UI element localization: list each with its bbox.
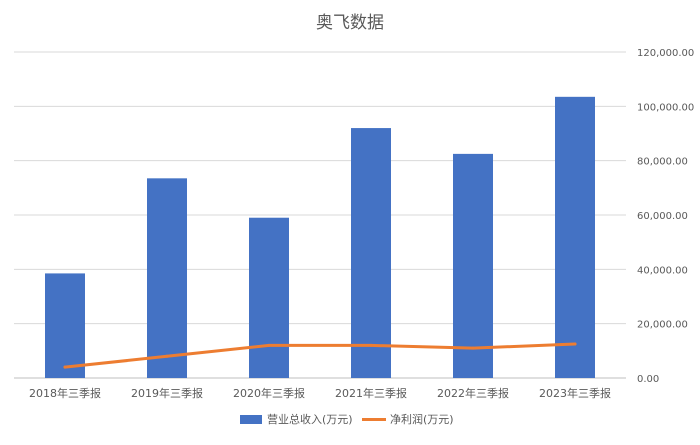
x-tick-label: 2018年三季报: [29, 386, 101, 400]
y-tick-label: 100,000.00: [637, 102, 694, 113]
chart-title: 奥飞数据: [316, 13, 384, 33]
y-tick-label: 120,000.00: [637, 48, 694, 59]
x-tick-label: 2020年三季报: [233, 386, 305, 400]
bar-series: [45, 96, 595, 378]
line-point: [63, 365, 67, 369]
bar: [249, 217, 289, 378]
x-tick-label: 2021年三季报: [335, 386, 407, 400]
line-point: [165, 354, 169, 358]
line-point: [267, 343, 271, 347]
bar: [147, 178, 187, 378]
legend-label-net-profit: 净利润(万元): [390, 412, 454, 426]
y-tick-label: 60,000.00: [637, 211, 688, 222]
bar: [45, 273, 85, 378]
bar: [351, 128, 391, 378]
x-tick-label: 2023年三季报: [539, 386, 611, 400]
line-series: [63, 342, 577, 369]
legend-swatch-revenue: [240, 415, 262, 424]
y-tick-label: 80,000.00: [637, 157, 688, 168]
bar: [453, 153, 493, 378]
y-tick-label: 0.00: [637, 374, 659, 385]
x-tick-label: 2019年三季报: [131, 386, 203, 400]
y-tick-label: 20,000.00: [637, 320, 688, 331]
line-point: [573, 342, 577, 346]
bar: [555, 96, 595, 378]
y-tick-label: 40,000.00: [637, 265, 688, 276]
gridlines: [14, 51, 626, 379]
x-tick-label: 2022年三季报: [437, 386, 509, 400]
line-point: [471, 346, 475, 350]
net-profit-line: [63, 342, 577, 369]
legend: 营业总收入(万元) 净利润(万元): [240, 412, 454, 426]
line-point: [369, 343, 373, 347]
legend-label-revenue: 营业总收入(万元): [267, 412, 353, 426]
axes: 0.00 20,000.00 40,000.00 60,000.00 80,000.00…: [29, 48, 694, 400]
